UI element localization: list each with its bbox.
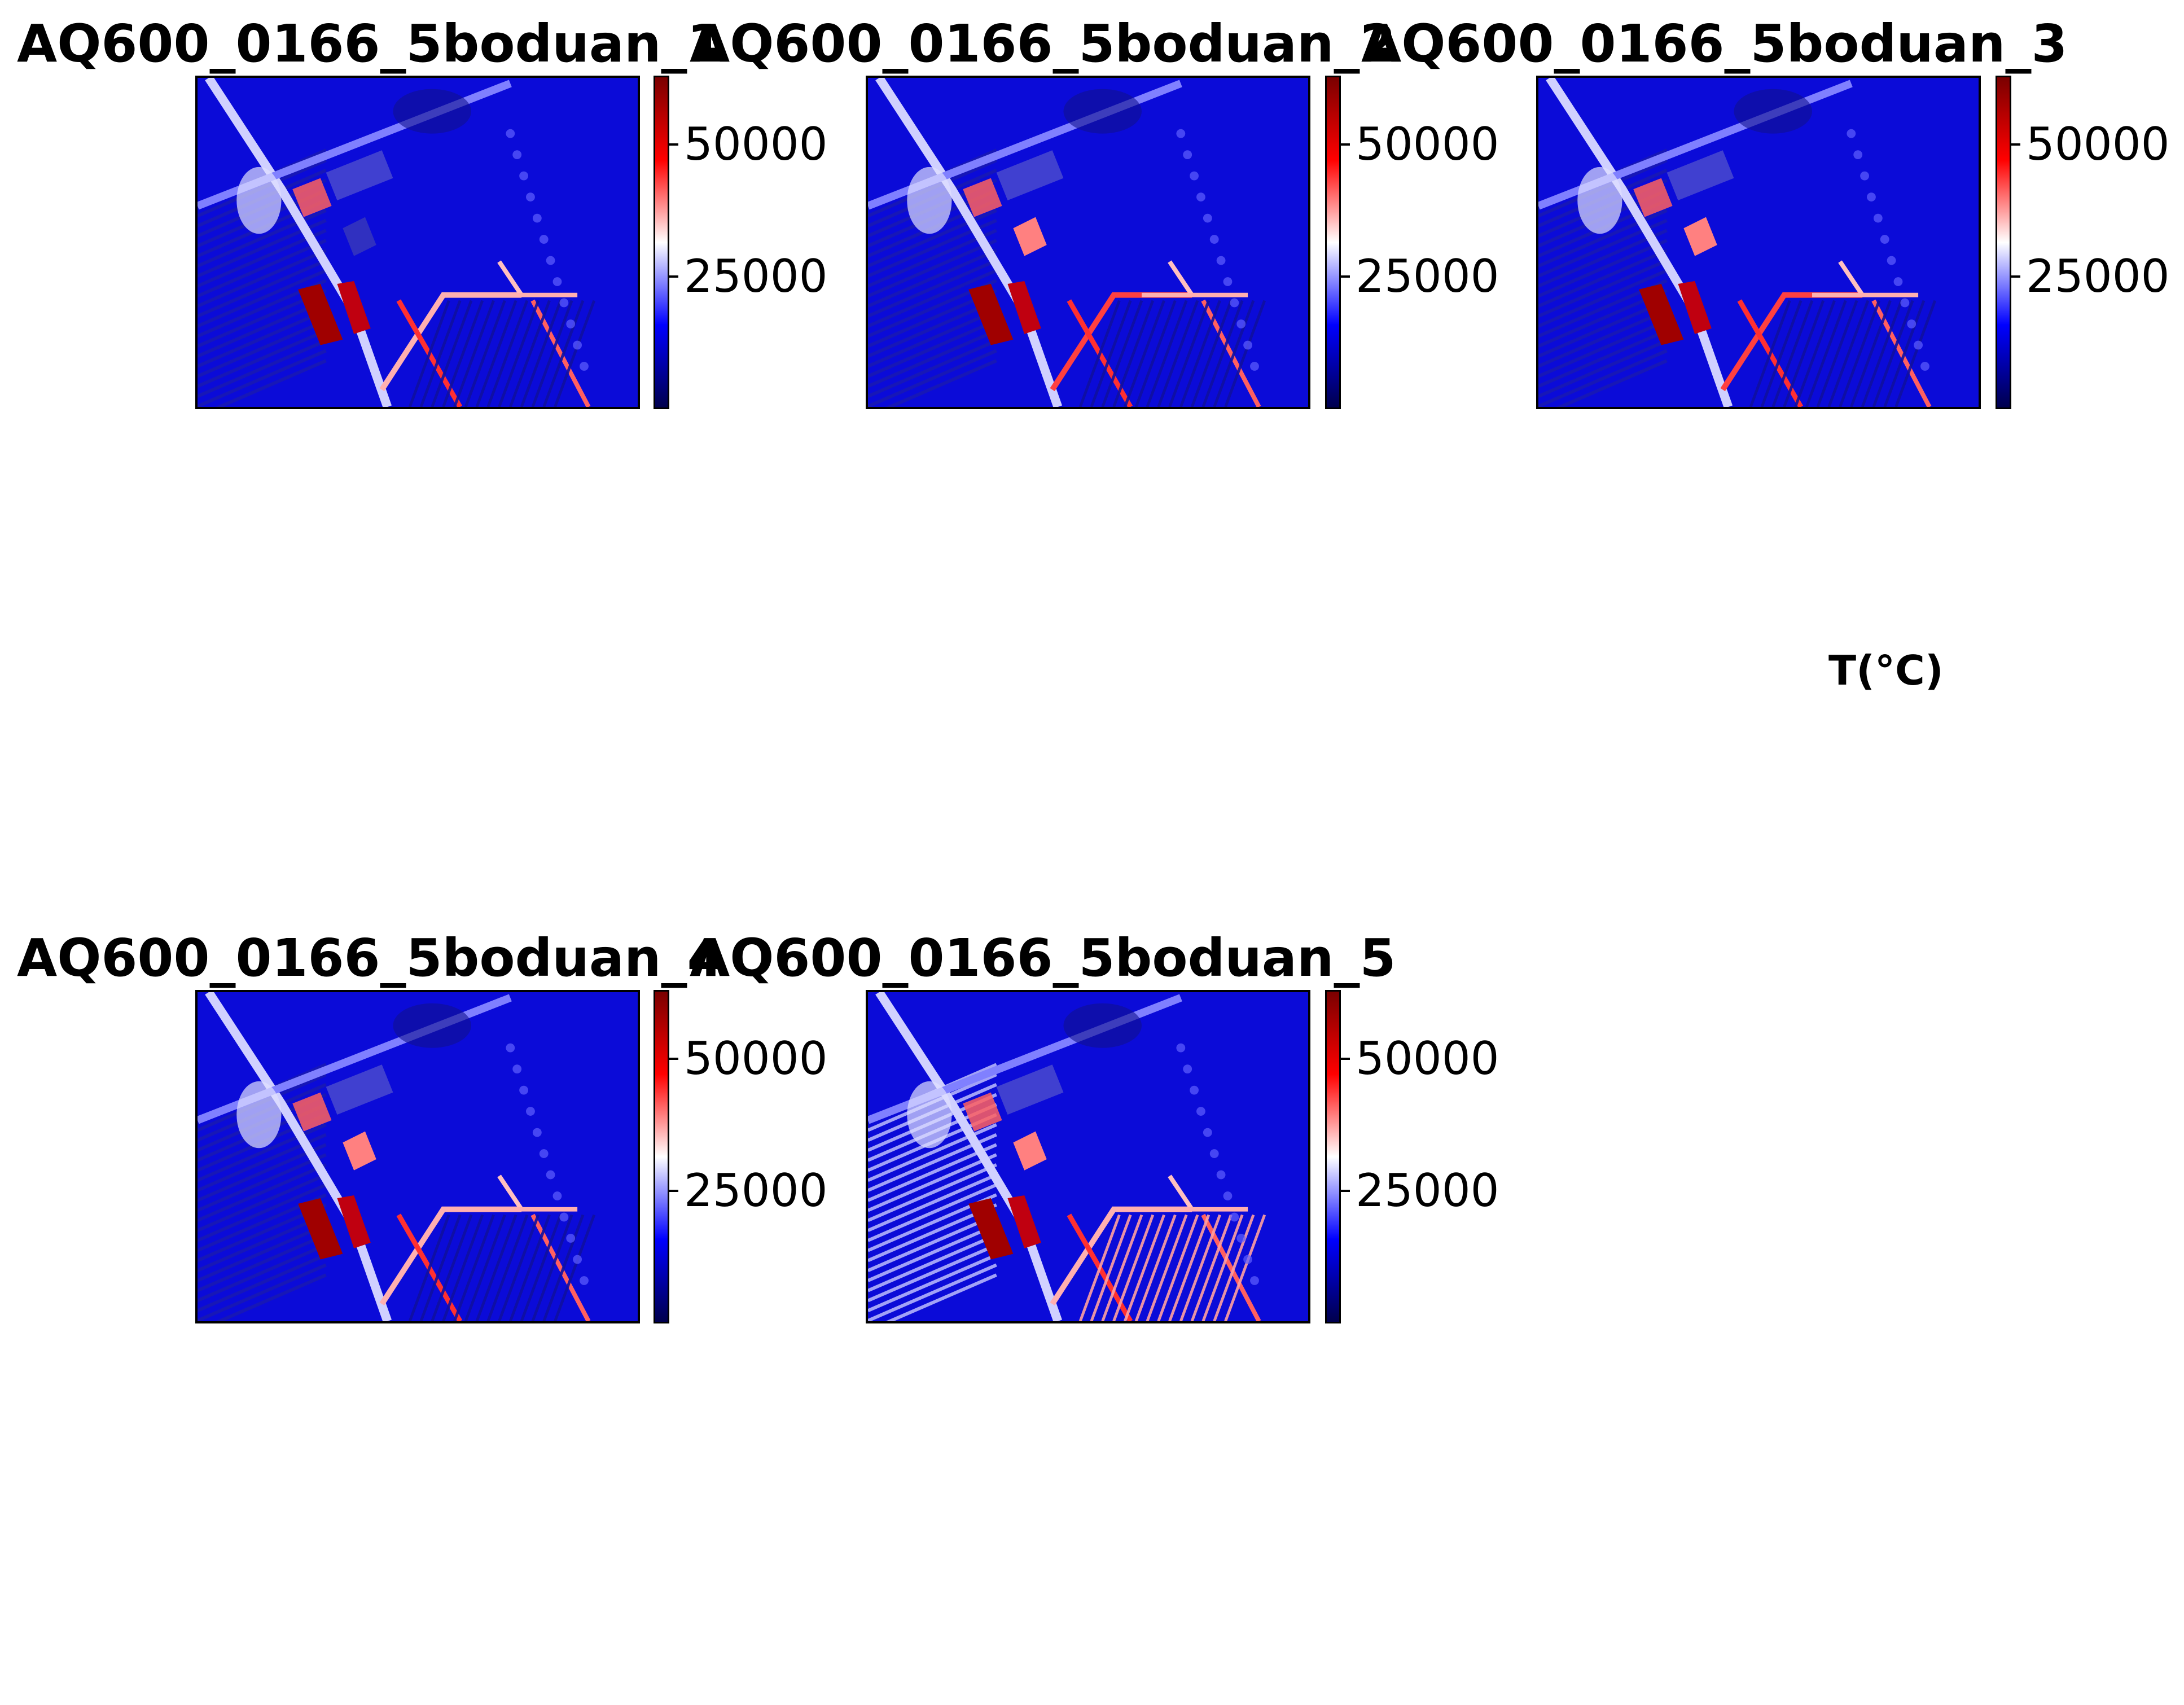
colorbar-tick-label: 25000 bbox=[1356, 1164, 1499, 1217]
colorbar-tick bbox=[669, 275, 678, 278]
heatmap-image-2 bbox=[866, 76, 1310, 409]
colorbar-tick bbox=[2011, 143, 2020, 146]
colorbar-tick-label: 25000 bbox=[1356, 250, 1499, 303]
colorbar-5 bbox=[1325, 990, 1341, 1323]
unit-label: T(°C) bbox=[1828, 647, 1944, 694]
colorbar-tick bbox=[1341, 1057, 1350, 1060]
colorbar-tick-label: 50000 bbox=[684, 117, 828, 170]
colorbar-tick bbox=[669, 143, 678, 146]
panel-title-3: AQ600_0166_5boduan_3 bbox=[1361, 14, 2068, 74]
heatmap-image-3 bbox=[1536, 76, 1981, 409]
colorbar-tick bbox=[669, 1057, 678, 1060]
heatmap-image-4 bbox=[195, 990, 640, 1323]
panel-title-5: AQ600_0166_5boduan_5 bbox=[690, 928, 1396, 988]
colorbar-tick bbox=[1341, 275, 1350, 278]
colorbar-tick-label: 50000 bbox=[684, 1032, 828, 1085]
colorbar-tick-label: 25000 bbox=[2026, 250, 2170, 303]
colorbar-tick bbox=[669, 1190, 678, 1193]
colorbar-tick-label: 25000 bbox=[684, 1164, 828, 1217]
heatmap-image-5 bbox=[866, 990, 1310, 1323]
panel-title-4: AQ600_0166_5boduan_4 bbox=[17, 928, 723, 988]
colorbar-tick-label: 50000 bbox=[2026, 117, 2170, 170]
colorbar-tick-label: 50000 bbox=[1356, 1032, 1499, 1085]
colorbar-tick-label: 50000 bbox=[1356, 117, 1499, 170]
colorbar-1 bbox=[654, 76, 669, 409]
panel-title-1: AQ600_0166_5boduan_1 bbox=[17, 14, 723, 74]
colorbar-3 bbox=[1996, 76, 2011, 409]
colorbar-tick-label: 25000 bbox=[684, 250, 828, 303]
colorbar-tick bbox=[2011, 275, 2020, 278]
heatmap-image-1 bbox=[195, 76, 640, 409]
colorbar-tick bbox=[1341, 143, 1350, 146]
panel-title-2: AQ600_0166_5boduan_2 bbox=[690, 14, 1396, 74]
colorbar-tick bbox=[1341, 1190, 1350, 1193]
colorbar-4 bbox=[654, 990, 669, 1323]
colorbar-2 bbox=[1325, 76, 1341, 409]
